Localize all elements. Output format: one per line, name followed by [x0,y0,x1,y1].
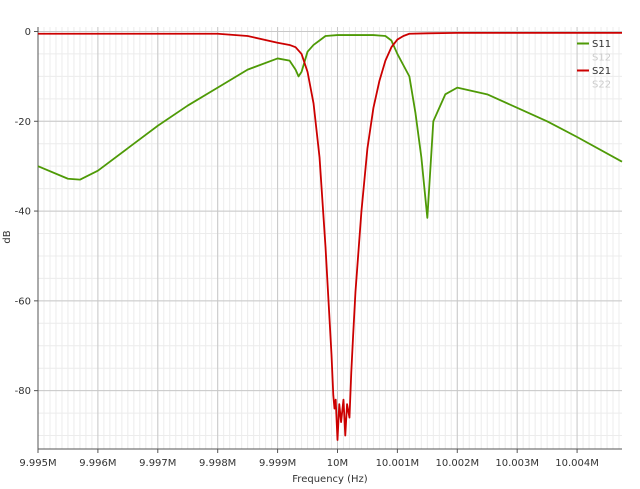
x-tick-label: 9.997M [139,458,176,469]
x-tick-label: 10.003M [495,458,539,469]
legend-item-s22[interactable]: S22 [592,80,611,91]
grid [37,27,622,449]
x-axis-ticks: 9.995M 9.996M 9.997M 9.998M 9.999M 10M 10.001M… [19,449,599,469]
x-axis-title: Frequency (Hz) [292,474,368,485]
series-line-s11 [37,34,623,219]
x-tick-label: 9.998M [199,458,236,469]
x-tick-label: 10.001M [376,458,420,469]
y-axis-title: dB [2,230,13,243]
y-tick-label: -20 [15,117,31,128]
y-tick-label: -40 [15,207,31,218]
x-tick-label: 10.002M [435,458,479,469]
legend-item-s21[interactable]: S21 [592,66,611,77]
legend-item-s12[interactable]: S12 [592,53,611,64]
y-tick-label: -60 [15,296,31,307]
x-tick-label: 9.999M [259,458,296,469]
x-tick-label: 9.995M [19,458,56,469]
series-line-s21 [38,31,622,441]
series-group [37,31,623,441]
y-axis-ticks: 0 -20 -40 -60 -80 [15,27,38,397]
x-tick-label: 10M [327,458,348,469]
legend-item-s11[interactable]: S11 [592,39,611,50]
legend: S11 S12 S21 S22 [577,39,611,91]
x-tick-label: 10.004M [555,458,599,469]
y-tick-label: -80 [15,386,31,397]
plot-frame [37,27,622,450]
y-tick-label: 0 [25,27,31,38]
x-tick-label: 9.996M [79,458,116,469]
